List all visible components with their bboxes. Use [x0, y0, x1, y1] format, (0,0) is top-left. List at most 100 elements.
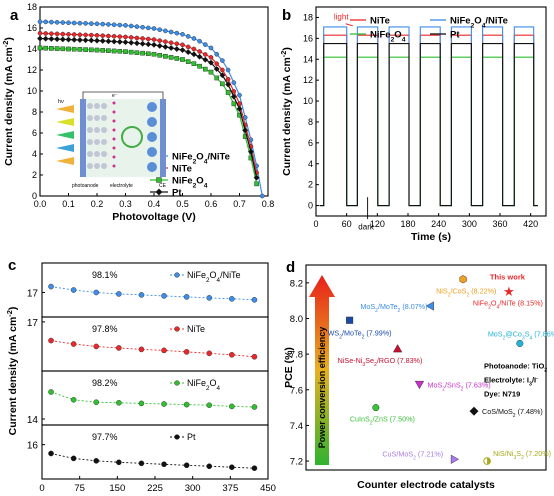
data-point	[76, 36, 83, 43]
electron-label: e⁻	[112, 93, 118, 99]
x-tick-label: 120	[370, 219, 385, 229]
catalyst-point: NiS2/CoS2 (8.22%)	[436, 275, 496, 298]
data-point	[138, 460, 145, 467]
text-run: 4	[530, 335, 533, 341]
series-line	[50, 340, 255, 358]
legend-label: NiFe2O4	[370, 30, 406, 44]
series-1	[37, 30, 259, 175]
x-tick-label: 0.5	[176, 199, 189, 209]
tio2-particle	[87, 127, 93, 133]
catalyst-point: MoS2/SnS2 (7.63%)	[414, 380, 491, 392]
data-point	[59, 36, 66, 43]
text-run: NiFe	[172, 152, 193, 163]
data-point	[138, 346, 145, 353]
text-run: NiTe	[370, 16, 390, 27]
data-point	[145, 36, 151, 42]
data-point	[111, 22, 117, 28]
y-tick-label: 14	[27, 415, 39, 426]
data-point	[71, 32, 77, 37]
legend-label: Pt	[187, 432, 196, 442]
x-tick-label: 0.7	[233, 199, 246, 209]
data-point	[48, 35, 55, 42]
data-point	[117, 34, 123, 39]
data-point	[49, 31, 54, 36]
text-run: O	[394, 30, 401, 41]
catalyst-marker	[393, 344, 403, 353]
data-point	[42, 35, 49, 42]
legend-label: NiFe2O4	[172, 176, 208, 190]
text-run: 2	[206, 277, 210, 284]
panel-letter-c: c	[8, 257, 16, 274]
dye-dot	[112, 146, 116, 150]
light-arrow	[56, 131, 74, 139]
text-run: 2	[448, 292, 451, 298]
legend-marker	[174, 272, 180, 278]
data-point	[206, 463, 213, 470]
data-point	[37, 45, 43, 51]
legend-marker	[155, 188, 163, 196]
text-run: /MoTe	[342, 328, 362, 337]
y-tick-label: 18	[27, 2, 37, 12]
efficiency-arrow	[309, 275, 335, 465]
data-point	[236, 105, 243, 112]
data-point	[94, 47, 100, 53]
y-tick-label: 17	[27, 288, 39, 299]
data-point	[49, 46, 54, 51]
text-run: 2	[466, 292, 469, 298]
y-tick-label: 8	[32, 107, 37, 117]
data-point	[191, 61, 197, 66]
tio2-particle	[94, 151, 100, 157]
info-line: Photoanode: TiO2	[484, 361, 547, 373]
text-run: NiFe	[187, 270, 206, 280]
tio2-particle	[87, 139, 93, 145]
x-tick-label: 0.3	[119, 199, 132, 209]
catalyst-marker	[414, 380, 425, 390]
data-point	[183, 401, 190, 408]
x-tick-label: 0.1	[62, 199, 75, 209]
text-run: Pt	[172, 188, 182, 199]
text-run: NiS	[436, 286, 448, 295]
text-run: S	[516, 449, 521, 458]
catalyst-label: NiFe2O4/NiTe (8.15%)	[473, 299, 543, 311]
retention-label: 98.1%	[92, 270, 118, 280]
text-run: 4	[482, 22, 486, 29]
text-run: MoS	[360, 302, 375, 311]
text-run: /MoTe	[378, 302, 398, 311]
text-run: 3	[513, 455, 516, 461]
x-tick-label: 180	[400, 219, 415, 229]
data-point	[248, 155, 254, 161]
data-point	[116, 345, 122, 351]
data-point	[202, 52, 208, 57]
data-point	[161, 401, 167, 407]
data-point	[48, 389, 54, 395]
data-point	[157, 38, 162, 43]
y-tick-label: 18	[303, 12, 313, 22]
data-point	[229, 464, 235, 471]
redox-cycle	[121, 126, 143, 148]
data-point	[220, 67, 225, 73]
text-run: Current density (mA cm	[3, 47, 15, 166]
text-run: 2	[442, 386, 445, 392]
data-point	[145, 41, 152, 48]
data-point	[213, 65, 220, 72]
subpanel-1: 17 97.8% NiTe	[27, 316, 269, 372]
x-tick-label: 0	[313, 219, 318, 229]
x-tick-label: 0.0	[34, 199, 47, 209]
text-run: Photoanode: TiO	[484, 361, 544, 370]
tio2-particle	[101, 139, 107, 145]
data-point	[71, 36, 78, 43]
dark-annotation: dark	[358, 223, 375, 232]
data-point	[168, 40, 174, 46]
y-axis-label: PCE (%)	[283, 347, 295, 388]
tio2-particle	[87, 151, 93, 157]
text-run: NiFe	[450, 16, 471, 27]
text-run: O	[491, 299, 497, 308]
text-run: (7.86%)	[532, 329, 554, 338]
data-point	[138, 292, 145, 298]
catalyst-point: CuInS2/ZnS (7.50%)	[350, 404, 415, 427]
text-run: 2	[398, 308, 401, 314]
tio2-particle	[101, 151, 107, 157]
text-run: 4	[204, 158, 208, 165]
data-point	[151, 51, 157, 57]
data-point	[134, 35, 140, 41]
